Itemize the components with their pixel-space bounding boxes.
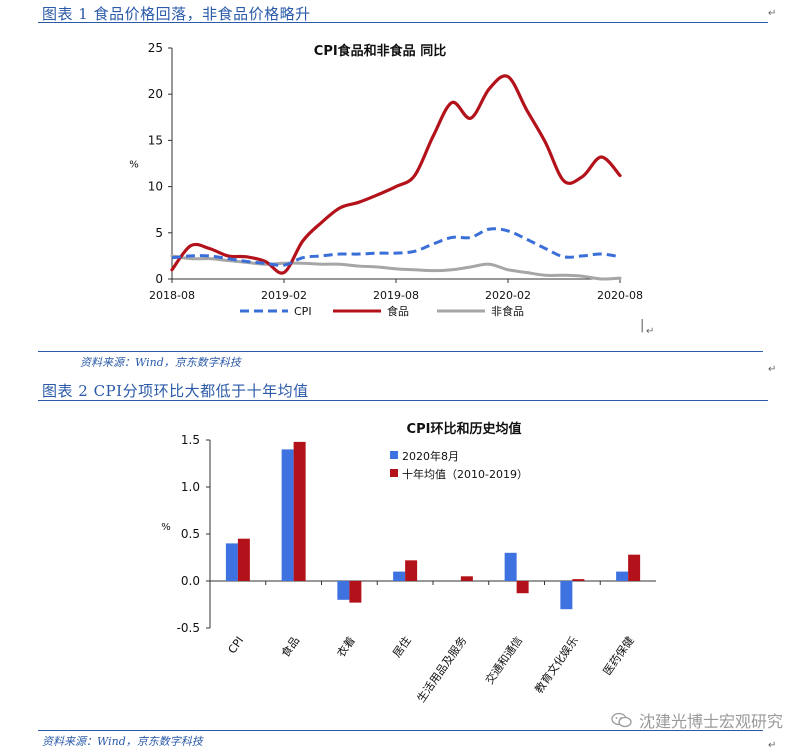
bar-aug-2020	[504, 552, 517, 581]
x-tick-label: 医药保健	[600, 634, 637, 678]
legend-swatch	[390, 469, 398, 477]
figure-2-source-rule	[38, 730, 763, 731]
legend-label: CPI	[294, 305, 312, 318]
x-tick-label: 居住	[389, 634, 413, 660]
x-tick-label: 2020-02	[485, 289, 531, 302]
figure-1-source-rule	[38, 351, 763, 352]
figure-2-source: 资料来源：Wind，京东数字科技	[42, 735, 203, 748]
series-line-nonfood	[170, 254, 622, 281]
chart-1-legend: CPI 食品 非食品	[240, 304, 524, 318]
return-mark: ↵	[768, 740, 777, 751]
y-tick-label: 10	[148, 180, 163, 194]
chart-2-bars	[225, 441, 641, 610]
y-tick-label: 15	[148, 133, 163, 147]
figure-1-title-rule	[38, 22, 768, 23]
bar-ten-year-avg	[572, 579, 585, 581]
chart-2-title: CPI环比和历史均值	[407, 421, 522, 437]
return-mark: ↵	[646, 326, 655, 337]
x-tick-label: 2018-08	[149, 289, 195, 302]
y-tick-label: 0.0	[181, 574, 200, 588]
bar-ten-year-avg	[516, 581, 529, 594]
return-mark: ↵	[768, 8, 777, 19]
wechat-icon	[611, 712, 632, 728]
series-line-cpi	[171, 227, 621, 267]
x-tick-label: 2019-08	[373, 289, 419, 302]
return-mark: ↵	[768, 364, 777, 375]
bar-aug-2020	[393, 571, 406, 581]
bar-ten-year-avg	[628, 554, 641, 581]
y-tick-label: 1.0	[181, 480, 200, 494]
y-axis-label: %	[129, 160, 139, 171]
x-tick-label: 2019-02	[261, 289, 307, 302]
chart-1-series	[170, 74, 622, 281]
legend-swatch	[390, 451, 398, 459]
x-tick-label: 交通和通信	[482, 634, 525, 687]
y-tick-label: 5	[155, 226, 163, 240]
figure-1-title: 图表 1 食品价格回落，非食品价格略升	[42, 5, 311, 23]
bar-ten-year-avg	[237, 538, 250, 581]
bar-aug-2020	[560, 581, 573, 610]
legend-label: 2020年8月	[402, 449, 459, 463]
y-tick-label: 1.5	[181, 433, 200, 447]
figure-2-title: 图表 2 CPI分项环比大都低于十年均值	[42, 382, 309, 400]
legend-label: 十年均值（2010-2019）	[402, 467, 528, 481]
chart-1-title: CPI食品和非食品 同比	[314, 43, 446, 59]
x-tick-label: 衣着	[334, 634, 358, 660]
bar-aug-2020	[225, 543, 238, 581]
legend-label: 食品	[387, 304, 409, 318]
x-tick-label: 食品	[278, 634, 302, 660]
x-tick-label: 教育文化娱乐	[532, 634, 581, 696]
y-tick-label: -0.5	[177, 621, 200, 635]
bar-ten-year-avg	[349, 581, 362, 603]
figure-1-line-chart: CPI食品和非食品 同比 0 5 10 15 20 25% 2018-08 2019-02 20…	[129, 41, 643, 318]
bar-aug-2020	[337, 581, 350, 600]
watermark-text: 沈建光博士宏观研究	[638, 712, 783, 731]
figure-2-bar-chart: CPI环比和历史均值 -0.5 0.0 0.5 1.0 1.5% CPI 食品 衣着 居住 生活用…	[161, 421, 656, 705]
bar-ten-year-avg	[293, 441, 306, 581]
legend-label: 非食品	[491, 304, 524, 318]
figure-2-title-rule	[38, 400, 768, 401]
series-line-food	[170, 74, 622, 275]
bar-aug-2020	[616, 571, 629, 581]
chart-1-axes: 0 5 10 15 20 25% 2018-08 2019-02 2019-08 2020-02 2…	[129, 41, 643, 302]
x-tick-label: 2020-08	[597, 289, 643, 302]
bar-ten-year-avg	[405, 560, 418, 581]
y-axis-label: %	[161, 522, 171, 533]
cursor-mark: |	[640, 318, 645, 333]
watermark: 沈建光博士宏观研究	[611, 708, 783, 732]
bar-aug-2020	[281, 449, 294, 581]
figure-1-source: 资料来源：Wind，京东数字科技	[80, 356, 241, 369]
y-tick-label: 0.5	[181, 527, 200, 541]
y-tick-label: 20	[148, 87, 163, 101]
y-tick-label: 0	[155, 272, 163, 286]
x-tick-label: 生活用品及服务	[414, 634, 470, 705]
bar-ten-year-avg	[460, 576, 473, 581]
x-tick-label: CPI	[226, 634, 247, 656]
y-tick-label: 25	[148, 41, 163, 55]
